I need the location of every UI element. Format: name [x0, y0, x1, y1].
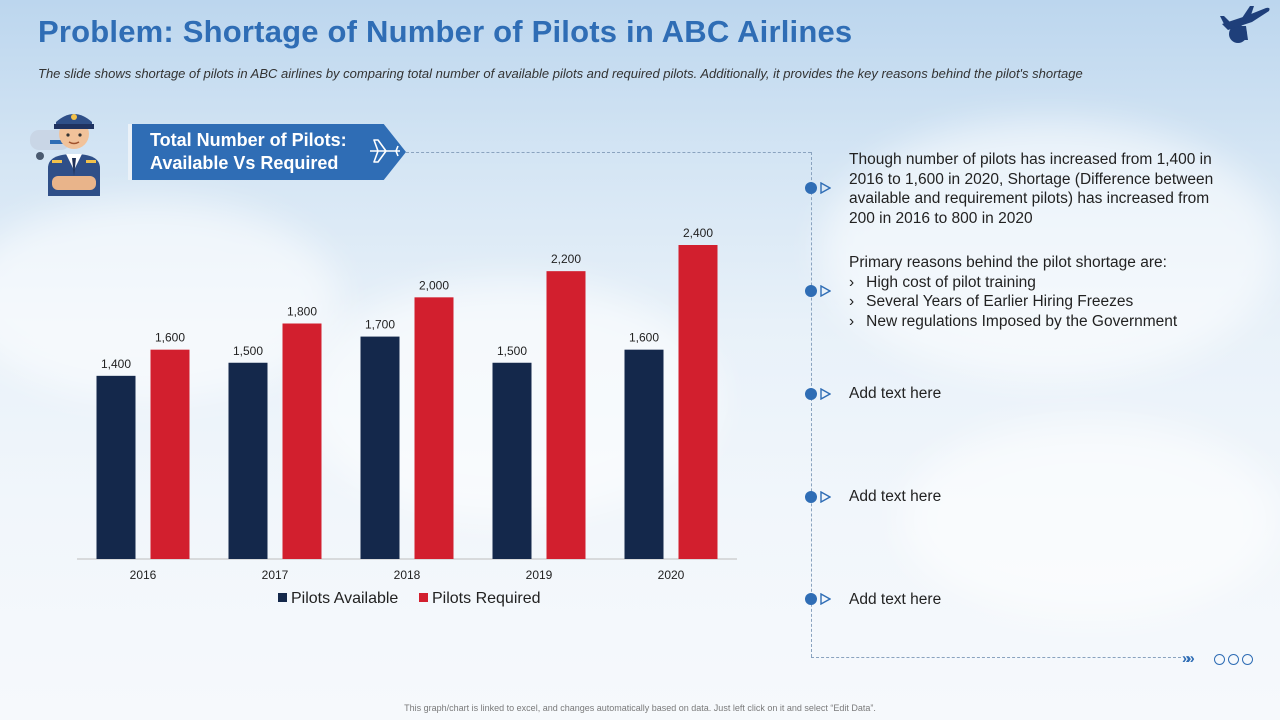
play-arrow-icon — [820, 491, 831, 503]
data-label: 1,800 — [287, 305, 317, 319]
dashed-connector — [811, 657, 1181, 658]
bar-pilots-required — [150, 349, 190, 559]
bullet-dot — [805, 491, 817, 503]
x-tick-label: 2017 — [262, 568, 289, 582]
chart-title-line-2: Available Vs Required — [150, 153, 339, 173]
point-1-text: Though number of pilots has increased fr… — [849, 151, 1214, 227]
bar-pilots-required — [282, 323, 322, 559]
bullet-marker — [805, 490, 831, 504]
data-label: 1,700 — [365, 318, 395, 332]
x-tick-label: 2020 — [658, 568, 685, 582]
legend-swatch — [419, 593, 428, 602]
bar-pilots-available — [360, 336, 400, 559]
bar-pilots-available — [228, 362, 268, 559]
chart-title: Total Number of Pilots: Available Vs Req… — [150, 129, 370, 175]
point-3-text: Add text here — [849, 385, 942, 402]
page-subtitle: The slide shows shortage of pilots in AB… — [38, 66, 1083, 81]
airplane-icon — [370, 139, 400, 163]
play-arrow-icon — [820, 593, 831, 605]
cloud-decoration — [900, 420, 1280, 620]
banner-stripe — [128, 124, 132, 180]
bullet-dot — [805, 593, 817, 605]
x-tick-label: 2018 — [394, 568, 421, 582]
play-arrow-icon — [820, 285, 831, 297]
chart-title-banner — [128, 124, 406, 180]
legend-swatch — [278, 593, 287, 602]
dashed-connector — [811, 152, 812, 657]
data-label: 1,500 — [497, 344, 527, 358]
legend-label: Pilots Required — [432, 590, 541, 607]
bullet-dot — [805, 285, 817, 297]
data-label: 1,600 — [155, 331, 185, 345]
reason-item: Several Years of Earlier Hiring Freezes — [849, 292, 1249, 312]
bar-pilots-required — [414, 297, 454, 559]
reasons-list: High cost of pilot training Several Year… — [849, 273, 1249, 332]
point-2-intro: Primary reasons behind the pilot shortag… — [849, 254, 1167, 271]
bullet-marker — [805, 181, 831, 195]
data-label: 2,000 — [419, 278, 449, 292]
legend-label: Pilots Available — [291, 590, 398, 607]
data-label: 1,500 — [233, 344, 263, 358]
footer-note: This graph/chart is linked to excel, and… — [404, 703, 876, 713]
bar-pilots-available — [492, 362, 532, 559]
dashed-connector — [406, 152, 811, 153]
bullet-marker — [805, 592, 831, 606]
bullet-dot — [805, 388, 817, 400]
data-label: 2,200 — [551, 252, 581, 266]
bar-chart: 1,400 1,600 2016 1,500 1,800 2017 1,700 2,000 20… — [77, 226, 737, 607]
data-label: 1,600 — [629, 331, 659, 345]
bar-pilots-required — [678, 245, 718, 559]
data-label: 2,400 — [683, 226, 713, 240]
bar-pilots-required — [546, 271, 586, 559]
chart-title-line-1: Total Number of Pilots: — [150, 130, 347, 150]
reason-item: New regulations Imposed by the Governmen… — [849, 312, 1249, 332]
chevrons-decoration: »» — [1182, 650, 1195, 667]
airplane-globe-icon — [1220, 6, 1270, 43]
data-label: 1,400 — [101, 357, 131, 371]
point-2: Primary reasons behind the pilot shortag… — [849, 253, 1249, 331]
bar-pilots-available — [96, 375, 136, 559]
reason-item: High cost of pilot training — [849, 273, 1249, 293]
bar-pilots-available — [624, 349, 664, 559]
point-4-text: Add text here — [849, 488, 942, 505]
play-arrow-icon — [820, 388, 831, 400]
point-5-text: Add text here — [849, 591, 942, 608]
play-arrow-icon — [820, 182, 831, 194]
x-tick-label: 2016 — [130, 568, 157, 582]
x-tick-label: 2019 — [526, 568, 553, 582]
circles-decoration — [1214, 652, 1256, 670]
page-title: Problem: Shortage of Number of Pilots in… — [38, 14, 853, 49]
bullet-marker — [805, 387, 831, 401]
bullet-marker — [805, 284, 831, 298]
cloud-decoration — [820, 120, 1280, 380]
bullet-dot — [805, 182, 817, 194]
pilot-avatar-icon — [30, 114, 100, 196]
